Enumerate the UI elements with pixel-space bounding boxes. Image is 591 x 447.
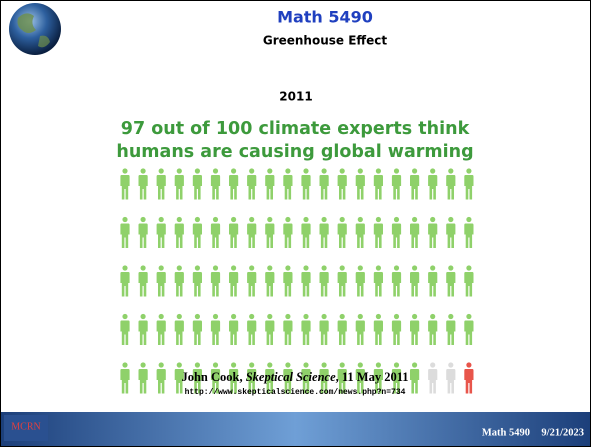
caption: John Cook, Skeptical Science, 11 May 201… — [181, 370, 408, 384]
caption-author: John Cook, — [181, 370, 245, 384]
headline-line: humans are causing global warming — [116, 142, 473, 162]
footer-bar — [1, 412, 590, 446]
headline-line: 97 out of 100 climate experts think — [121, 119, 470, 139]
logo-box — [4, 415, 48, 441]
slide-title: Math 5490 — [277, 8, 373, 27]
year: 2011 — [279, 90, 312, 104]
footer-logo: MCRN — [11, 421, 40, 432]
footer-course: Math 5490 — [482, 427, 530, 438]
caption-date: , 11 May 2011 — [336, 370, 409, 384]
caption-publication: Skeptical Science — [246, 370, 336, 384]
caption-url: http://www.skepticalscience.com/news.php… — [185, 388, 406, 397]
footer-date: 9/21/2023 — [541, 427, 584, 438]
slide-subtitle: Greenhouse Effect — [263, 34, 388, 48]
globe-icon — [9, 3, 61, 55]
